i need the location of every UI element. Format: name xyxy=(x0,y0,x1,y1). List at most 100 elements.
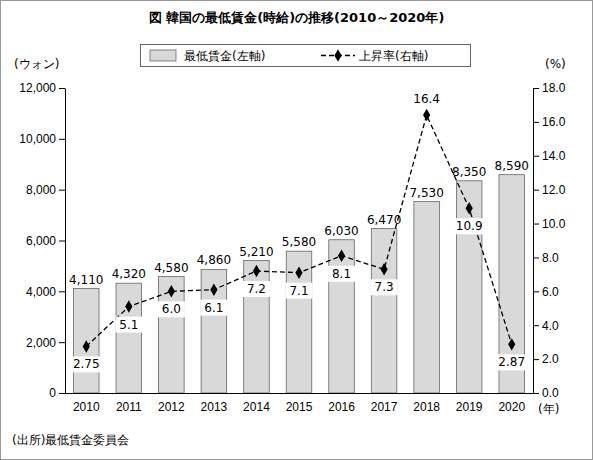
bar xyxy=(456,181,482,393)
tick-mark xyxy=(533,224,539,225)
tick-label: 0 xyxy=(49,386,56,400)
tick-label: 2015 xyxy=(286,400,313,414)
tick: 2.0 xyxy=(533,352,559,366)
bar xyxy=(329,240,355,393)
legend-marker xyxy=(334,49,341,61)
data-label-group: 6.0 xyxy=(158,301,185,317)
line xyxy=(86,115,511,346)
marker xyxy=(83,340,90,352)
tick: 8,000 xyxy=(26,183,65,197)
data-label-group: 10.9 xyxy=(452,218,486,234)
tick-label: 10,000 xyxy=(19,132,56,146)
data-label: 8,590 xyxy=(495,159,529,173)
axis-line xyxy=(66,393,534,394)
data-label: 4,110 xyxy=(69,273,103,287)
bar xyxy=(244,261,270,393)
tick: 2013 xyxy=(201,400,228,414)
tick-label: 2014 xyxy=(243,400,270,414)
data-label: 8,350 xyxy=(452,165,486,179)
tick-label: 8,000 xyxy=(26,183,56,197)
data-label-group: 7.1 xyxy=(286,283,313,299)
data-label-background xyxy=(452,218,486,234)
data-label-group: 2.87 xyxy=(495,354,529,370)
tick-label: 2.0 xyxy=(542,352,559,366)
bar xyxy=(371,229,397,393)
tick: 2018 xyxy=(413,400,440,414)
data-label-group: 8.1 xyxy=(328,266,355,282)
tick: 10,000 xyxy=(19,132,65,146)
tick-label: 12,000 xyxy=(19,81,56,95)
tick-mark xyxy=(59,139,65,140)
tick: 2019 xyxy=(456,400,483,414)
tick-label: 0.0 xyxy=(542,386,559,400)
bar xyxy=(414,202,440,393)
tick: 2,000 xyxy=(26,336,65,350)
data-label: 6.0 xyxy=(162,302,181,316)
tick-mark xyxy=(533,257,539,258)
tick: 6,000 xyxy=(26,234,65,248)
tick-label: 2011 xyxy=(116,400,142,414)
data-label-background xyxy=(371,279,398,295)
data-label: 5,580 xyxy=(282,235,316,249)
tick-label: 2016 xyxy=(328,400,355,414)
marker xyxy=(253,265,260,277)
data-label: 8.1 xyxy=(332,267,351,281)
tick: 2014 xyxy=(243,400,270,414)
plot-area xyxy=(74,109,525,393)
tick-label: 2010 xyxy=(73,400,100,414)
data-labels: 4,1104,3204,5804,8605,2105,5806,0306,470… xyxy=(69,91,529,372)
tick-label: 2017 xyxy=(371,400,398,414)
legend-swatch xyxy=(150,50,176,61)
data-label-group: 5.1 xyxy=(115,317,142,333)
tick: 2020 xyxy=(498,400,525,414)
data-label-group: 7.2 xyxy=(243,281,270,297)
data-label-background xyxy=(286,283,313,299)
axis-line xyxy=(65,89,66,394)
marker xyxy=(466,202,473,214)
data-label: 4,580 xyxy=(154,261,188,275)
tick-mark xyxy=(59,190,65,191)
tick: 2012 xyxy=(158,400,185,414)
chart: 図 韓国の最低賃金(時給)の推移(2010～2020年)02,0004,0006… xyxy=(0,0,593,460)
tick-label: 2020 xyxy=(498,400,525,414)
tick-label: 10.0 xyxy=(542,217,566,231)
tick-label: 16.0 xyxy=(542,115,566,129)
marker xyxy=(380,263,387,275)
tick: 8.0 xyxy=(533,251,559,265)
tick: 2017 xyxy=(371,400,398,414)
tick-label: 2013 xyxy=(201,400,228,414)
marker xyxy=(210,283,217,295)
data-label-background xyxy=(200,300,227,316)
bar xyxy=(159,277,185,393)
data-label: 5.1 xyxy=(119,318,138,332)
tick-label: 4.0 xyxy=(542,319,559,333)
tick-label: 8.0 xyxy=(542,251,559,265)
tick: 4.0 xyxy=(533,319,559,333)
tick-mark xyxy=(533,359,539,360)
tick-mark xyxy=(59,342,65,343)
tick: 2016 xyxy=(328,400,355,414)
y-axis: 0 2,000 4,000 6,000 8,000 10,000 12,000 xyxy=(19,81,65,400)
tick: 2011 xyxy=(116,400,142,414)
data-label: 4,860 xyxy=(197,253,231,267)
tick-label: 4,000 xyxy=(26,285,56,299)
tick-label: 18.0 xyxy=(542,81,566,95)
data-label: 5,210 xyxy=(239,245,273,259)
legend: 最低賃金(左軸)上昇率(右軸) xyxy=(141,45,471,67)
data-label-background xyxy=(115,317,142,333)
legend-label: 上昇率(右軸) xyxy=(359,49,428,63)
tick-mark xyxy=(533,291,539,292)
data-label: 7.2 xyxy=(247,282,266,296)
x-axis-label: (年) xyxy=(538,402,559,416)
tick-label: 12.0 xyxy=(542,183,566,197)
bar xyxy=(201,269,227,393)
marker xyxy=(168,285,175,297)
marker xyxy=(423,109,430,121)
data-label-group: 2.75 xyxy=(69,356,103,372)
tick: 2015 xyxy=(286,400,313,414)
tick-mark xyxy=(59,393,65,394)
marker xyxy=(295,266,302,278)
data-label: 7.3 xyxy=(375,280,394,294)
tick: 2010 xyxy=(73,400,100,414)
data-label: 2.87 xyxy=(498,355,525,369)
